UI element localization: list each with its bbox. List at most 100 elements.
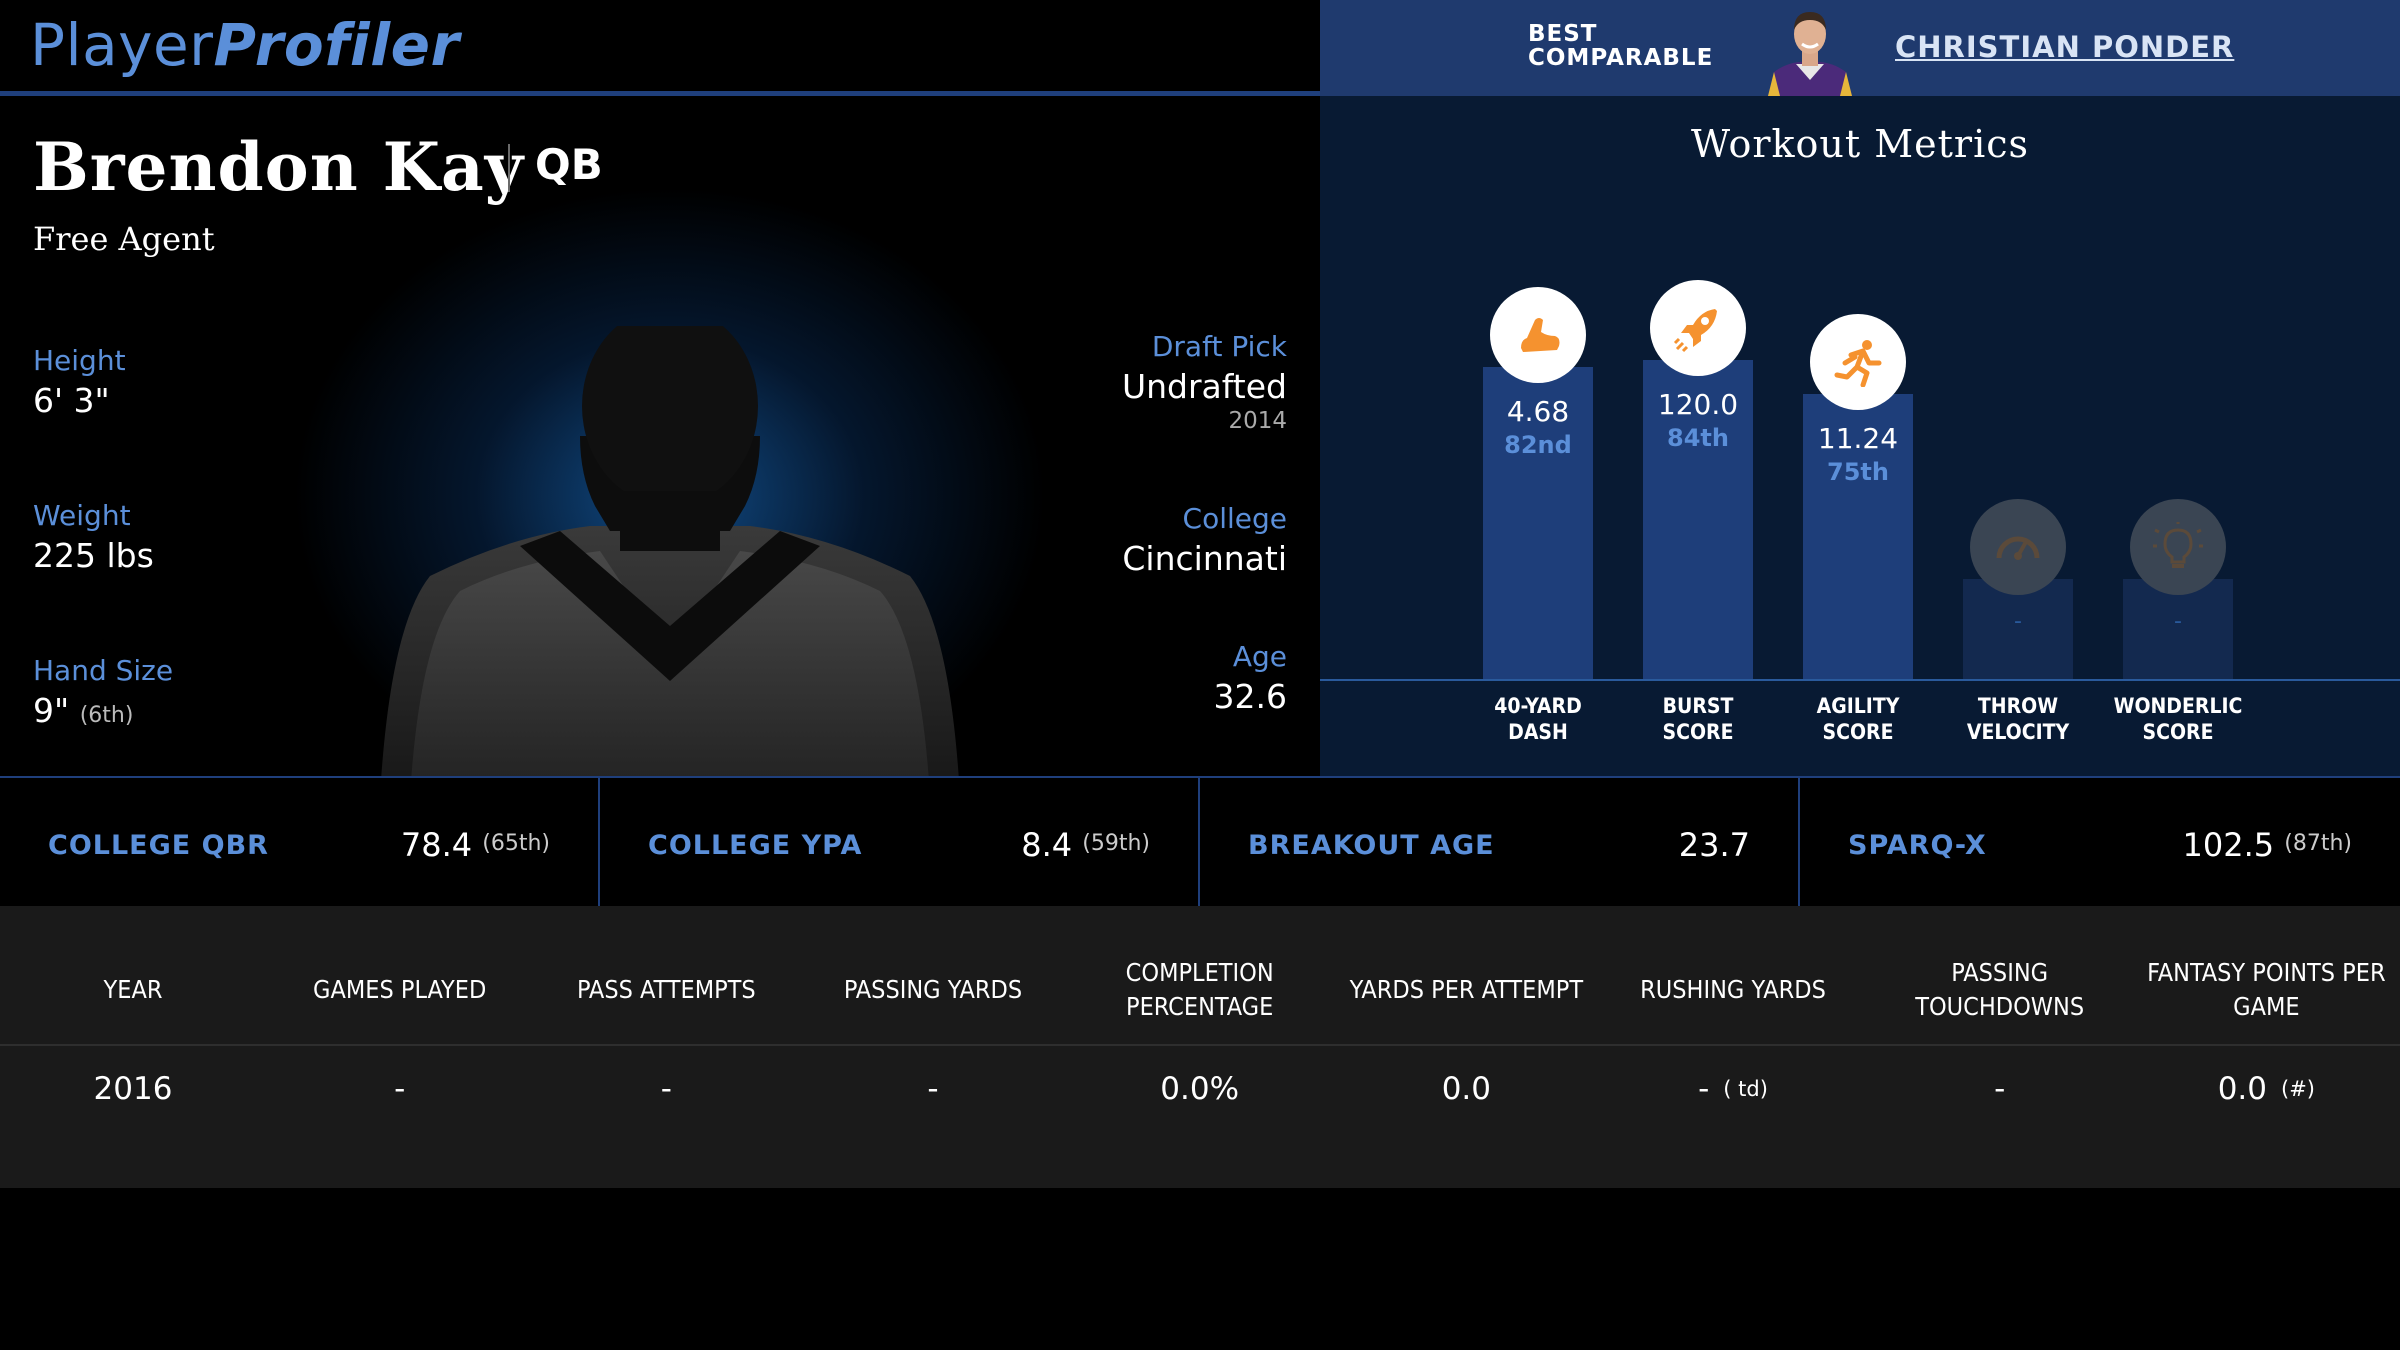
player-team: Free Agent [33, 220, 215, 258]
metric-label: 40-YARD DASH [1494, 694, 1582, 744]
cell-note: (#) [2281, 1077, 2315, 1101]
metric-bar [1803, 394, 1913, 679]
logo-part-profiler: Profiler [213, 11, 460, 79]
key-stat-label[interactable]: SPARQ-X [1848, 830, 1987, 861]
key-stat-rank: (65th) [482, 831, 550, 856]
column-header[interactable]: YARDS PER ATTEMPT [1349, 975, 1584, 1004]
table-cell: - [800, 1048, 1066, 1130]
metric-label: WONDERLIC SCORE [2113, 694, 2243, 744]
metrics-baseline [1320, 679, 2400, 681]
age-label: Age [1232, 640, 1287, 673]
table-cell: 0.0 [1333, 1048, 1599, 1130]
metric-value: 120.0 [1657, 387, 1739, 421]
key-stat-rank: (87th) [2284, 831, 2352, 856]
logo-part-player: Player [30, 11, 214, 79]
table-cell: - [533, 1048, 799, 1130]
metric-rank: 75th [1827, 458, 1889, 486]
weight-value: 225 lbs [33, 536, 154, 575]
name-position-divider [508, 144, 510, 192]
cell-value: 0.0 [2217, 1071, 2268, 1107]
table-cell: - [267, 1048, 533, 1130]
comparable-player-link[interactable]: CHRISTIAN PONDER [1895, 30, 2235, 64]
key-stat-rank: (59th) [1082, 831, 1150, 856]
season-stats-table: YEAR GAMES PLAYED PASS ATTEMPTS PASSING YAR… [0, 906, 2400, 1188]
metric-label: AGILITY SCORE [1816, 694, 1900, 744]
table-cell: 2016 [0, 1048, 266, 1130]
college-stat: College Cincinnati [1122, 502, 1287, 578]
college-value: Cincinnati [1122, 539, 1287, 578]
metric-bar [2123, 579, 2233, 679]
weight-label: Weight [33, 499, 131, 532]
best-comparable-label: BEST COMPARABLE [1528, 21, 1714, 71]
column-header[interactable]: PASS ATTEMPTS [576, 975, 756, 1004]
key-stat-cell: COLLEGE QBR 78.4 (65th) [0, 778, 600, 906]
metric-value: - [2014, 609, 2022, 634]
cell-value: - [660, 1071, 672, 1107]
age-stat: Age 32.6 [1214, 640, 1287, 716]
workout-metrics-panel: Workout Metrics 4.68 82nd 40-YARD DASH 120.… [1320, 96, 2400, 776]
column-header[interactable]: YEAR [103, 975, 163, 1004]
hand-size-stat: Hand Size 9" (6th) [33, 654, 173, 730]
key-stats-row: COLLEGE QBR 78.4 (65th) COLLEGE YPA 8.4 (59… [0, 776, 2400, 906]
column-header[interactable]: PASSING YARDS [843, 975, 1023, 1004]
key-stat-cell: BREAKOUT AGE 23.7 [1200, 778, 1800, 906]
key-stat-value: 23.7 [1678, 826, 1750, 864]
key-stat-label[interactable]: BREAKOUT AGE [1248, 830, 1495, 861]
key-stat-label[interactable]: COLLEGE YPA [648, 830, 863, 861]
cell-value: 0.0% [1160, 1071, 1240, 1107]
cell-note: ( td) [1723, 1077, 1768, 1101]
table-header-row: YEAR GAMES PLAYED PASS ATTEMPTS PASSING YAR… [0, 936, 2400, 1046]
player-name: Brendon Kay [33, 128, 525, 206]
cell-value: - [1994, 1071, 2006, 1107]
draft-year: 2014 [1228, 408, 1287, 434]
cell-value: - [1698, 1071, 1710, 1107]
key-stat-cell: COLLEGE YPA 8.4 (59th) [600, 778, 1200, 906]
column-header[interactable]: RUSHING YARDS [1640, 975, 1826, 1004]
table-cell: -( td) [1600, 1048, 1866, 1130]
cell-value: 0.0 [1441, 1071, 1491, 1107]
running-shoe-icon [1490, 287, 1586, 384]
metric-rank: 82nd [1504, 431, 1572, 460]
college-label: College [1182, 502, 1287, 535]
height-stat: Height 6' 3" [33, 344, 126, 420]
key-stat-label[interactable]: COLLEGE QBR [48, 830, 269, 861]
metric-value: - [2174, 609, 2182, 634]
lightbulb-icon [2130, 499, 2226, 595]
height-label: Height [33, 344, 126, 377]
speedometer-icon [1970, 499, 2066, 595]
cell-value: 2016 [93, 1071, 173, 1107]
column-header[interactable]: PASSING TOUCHDOWNS [1915, 958, 2085, 1021]
hand-size-label: Hand Size [33, 654, 174, 687]
metric-bar [1643, 359, 1753, 679]
age-value: 32.6 [1213, 677, 1287, 716]
comparable-avatar [1760, 0, 1860, 96]
key-stat-cell: SPARQ-X 102.5 (87th) [1800, 778, 2400, 906]
table-cell: 0.0% [1067, 1048, 1333, 1130]
metric-rank: 84th [1667, 423, 1729, 452]
metric-label: THROW VELOCITY [1966, 694, 2070, 744]
weight-stat: Weight 225 lbs [33, 499, 154, 575]
workout-metrics-title: Workout Metrics [1690, 122, 2030, 166]
height-value: 6' 3" [33, 381, 110, 420]
best-comparable-bar: BEST COMPARABLE CHRISTIAN PONDER [1320, 0, 2400, 96]
player-profile-panel: Brendon Kay QB Free Agent Height 6' 3" W… [0, 96, 1320, 776]
site-header: PlayerProfiler [0, 0, 1320, 96]
metric-label: BURST SCORE [1662, 694, 1734, 744]
column-header[interactable]: FANTASY POINTS PER GAME [2147, 958, 2386, 1021]
player-position: QB [535, 140, 603, 189]
metric-value: 11.24 [1817, 422, 1899, 455]
table-cell: 0.0 (#) [2133, 1048, 2399, 1130]
site-logo[interactable]: PlayerProfiler [30, 10, 460, 80]
rocket-icon [1650, 279, 1746, 376]
hand-size-rank: (6th) [79, 703, 134, 728]
metric-value: 4.68 [1506, 395, 1570, 429]
column-header[interactable]: COMPLETION PERCENTAGE [1125, 958, 1274, 1021]
key-stat-value: 78.4 (65th) [400, 826, 550, 864]
draft-pick-value: Undrafted [1121, 367, 1287, 406]
metric-bar [1963, 579, 2073, 679]
hand-size-value: 9" [33, 691, 70, 730]
key-stat-value: 102.5 (87th) [2182, 826, 2352, 864]
sprinter-icon [1810, 314, 1906, 410]
table-row: 2016- - -0.0% 0.0-( td) -0.0 (#) [0, 1048, 2400, 1130]
column-header[interactable]: GAMES PLAYED [313, 975, 487, 1004]
